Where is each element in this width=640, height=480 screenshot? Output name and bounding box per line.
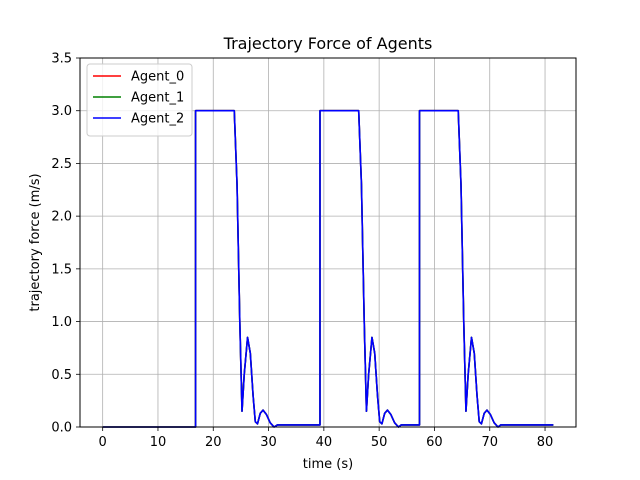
legend-label: Agent_2 xyxy=(131,112,184,127)
x-tick-label: 0 xyxy=(99,435,107,450)
y-axis: 0.0 0.5 1.0 1.5 2.0 2.5 3.0 3.5 xyxy=(51,52,80,436)
y-tick-label: 2.0 xyxy=(51,210,72,225)
y-tick-label: 1.5 xyxy=(51,262,72,277)
y-tick-label: 0.0 xyxy=(51,421,72,436)
x-axis: 0 10 20 30 40 50 60 70 80 xyxy=(99,427,554,450)
x-tick-label: 70 xyxy=(481,435,498,450)
series-group xyxy=(102,109,554,428)
x-tick-label: 40 xyxy=(316,435,333,450)
x-axis-label: time (s) xyxy=(303,457,353,472)
legend-label: Agent_0 xyxy=(131,70,184,85)
x-tick-label: 20 xyxy=(205,435,222,450)
x-tick-label: 10 xyxy=(150,435,167,450)
y-axis-label: trajectory force (m/s) xyxy=(28,173,43,311)
legend: Agent_0 Agent_1 Agent_2 xyxy=(86,63,193,137)
y-tick-label: 0.5 xyxy=(51,368,72,383)
chart-title: Trajectory Force of Agents xyxy=(223,34,433,53)
y-tick-label: 1.0 xyxy=(51,315,72,330)
y-tick-label: 3.0 xyxy=(51,104,72,119)
legend-label: Agent_1 xyxy=(131,91,184,106)
x-tick-label: 50 xyxy=(371,435,388,450)
x-tick-label: 80 xyxy=(537,435,554,450)
plot-frame xyxy=(79,57,577,428)
y-tick-label: 2.5 xyxy=(51,157,72,172)
x-tick-label: 60 xyxy=(426,435,443,450)
x-tick-label: 30 xyxy=(260,435,277,450)
series-line-agent-2 xyxy=(102,109,554,428)
y-tick-label: 3.5 xyxy=(51,52,72,67)
